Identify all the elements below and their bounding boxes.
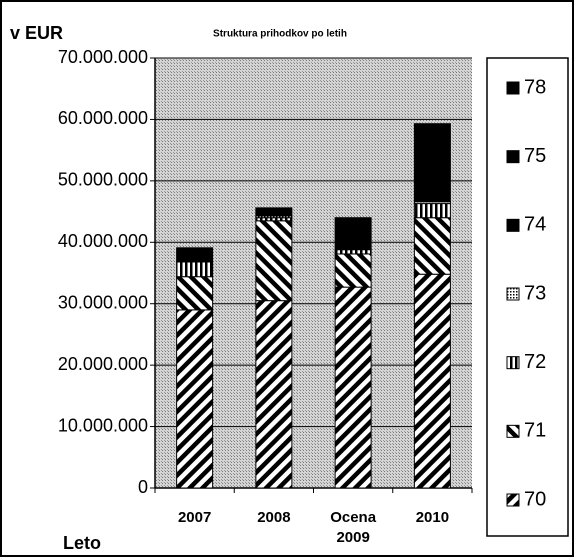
legend-swatch (506, 424, 520, 438)
y-tick-label: 60.000.000 (58, 108, 148, 128)
bar-segment (334, 249, 372, 255)
legend-swatch (506, 287, 520, 301)
x-tick-label: 2010 (415, 509, 450, 526)
x-tick-label: 2008 (257, 509, 291, 526)
legend-label: 78 (524, 76, 546, 98)
bar-segment (413, 217, 451, 275)
x-axis-label: Leto (63, 533, 101, 553)
bar-segment (176, 247, 214, 263)
legend-swatch (506, 81, 520, 95)
bar-segment (176, 261, 214, 278)
legend-swatch (506, 218, 520, 232)
legend-label: 73 (524, 282, 546, 304)
y-axis-label: v EUR (10, 23, 63, 43)
bar-segment (255, 300, 293, 489)
x-tick-label: 2007 (177, 509, 212, 526)
bar-segment (334, 217, 372, 251)
y-tick-label: 40.000.000 (58, 231, 148, 251)
bar-segment (255, 207, 293, 217)
legend-label: 74 (524, 214, 546, 236)
legend (486, 57, 569, 537)
y-tick-label: 70.000.000 (58, 47, 148, 67)
bar-segment (334, 286, 372, 489)
legend-swatch (506, 493, 520, 507)
bar-segment (413, 180, 451, 203)
x-tick-label: Ocena 2009 (330, 509, 377, 546)
legend-label: 75 (524, 145, 546, 167)
legend-swatch (506, 356, 520, 370)
bar-segment (176, 309, 214, 489)
y-tick-label: 0 (138, 477, 148, 497)
legend-swatch (506, 150, 520, 164)
legend-label: 70 (524, 488, 546, 510)
legend-label: 72 (524, 351, 546, 373)
y-tick-label: 10.000.000 (58, 415, 148, 435)
chart-title: Struktura prihodkov po letih (213, 29, 347, 40)
legend-label: 71 (524, 420, 546, 442)
bar-segment (334, 253, 372, 288)
bar-segment (413, 273, 451, 489)
y-tick-label: 20.000.000 (58, 354, 148, 374)
bar-segment (413, 203, 451, 219)
bar-segment (255, 220, 293, 302)
bar-segment (413, 123, 451, 182)
y-tick-label: 30.000.000 (58, 292, 148, 312)
bar-segment (176, 276, 214, 311)
y-tick-label: 50.000.000 (58, 170, 148, 190)
